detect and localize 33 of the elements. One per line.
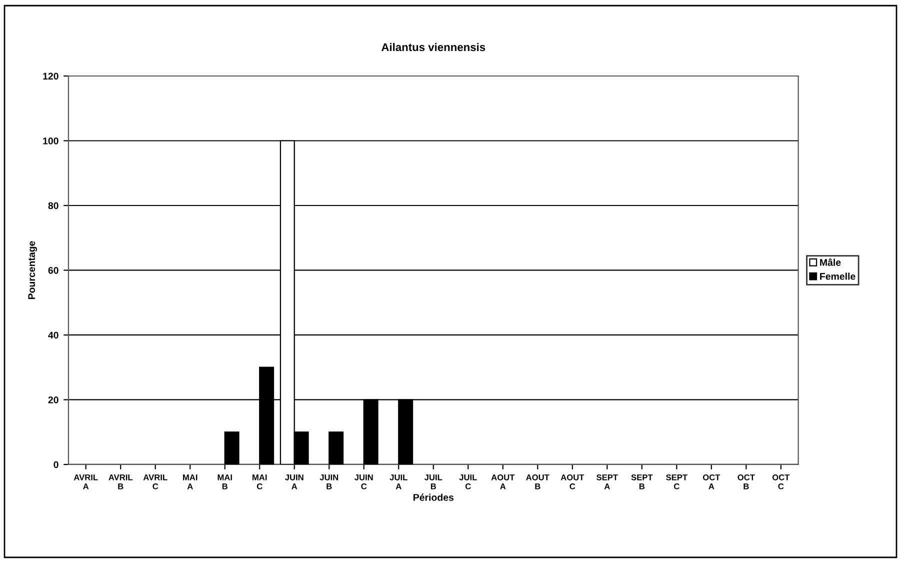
- chart-title: Ailantus viennensis: [381, 42, 486, 52]
- y-tick-label: 100: [43, 137, 58, 144]
- y-tick-label: 40: [48, 332, 58, 339]
- x-tick-label: AOUT C: [560, 474, 584, 490]
- x-tick-label: AVRIL B: [108, 474, 133, 490]
- legend-label: Femelle: [820, 272, 856, 280]
- x-tick-label: MAI A: [183, 474, 198, 490]
- x-tick-label: MAI C: [252, 474, 267, 490]
- y-axis-title: Pourcentage: [28, 241, 37, 300]
- x-tick-label: AOUT B: [526, 474, 550, 490]
- x-tick-label: AVRIL A: [74, 474, 98, 490]
- y-tick-label: 120: [43, 72, 58, 80]
- y-tick-label: 0: [54, 461, 58, 468]
- x-tick-label: AVRIL C: [143, 474, 168, 490]
- x-tick-label: JUIL C: [459, 474, 477, 490]
- x-tick-label: SEPT A: [596, 474, 618, 490]
- x-tick-label: JUIL B: [424, 474, 442, 490]
- x-tick-label: OCT A: [702, 474, 720, 490]
- x-axis-title: Périodes: [414, 494, 454, 501]
- x-tick-label: JUIN A: [285, 474, 304, 490]
- y-tick-label: 20: [48, 396, 58, 404]
- x-tick-label: SEPT C: [666, 474, 688, 490]
- x-tick-label: SEPT B: [631, 474, 653, 490]
- legend-label: Mâle: [820, 258, 841, 266]
- x-tick-label: AOUT A: [491, 474, 515, 490]
- x-tick-label: JUIN C: [354, 474, 373, 490]
- y-tick-label: 60: [48, 266, 58, 274]
- x-tick-label: OCT C: [772, 474, 790, 490]
- y-tick-label: 80: [48, 202, 58, 210]
- x-tick-label: OCT B: [738, 474, 755, 490]
- x-tick-label: JUIL A: [390, 474, 408, 490]
- x-tick-label: JUIN B: [320, 474, 338, 490]
- x-tick-label: MAI B: [218, 474, 232, 490]
